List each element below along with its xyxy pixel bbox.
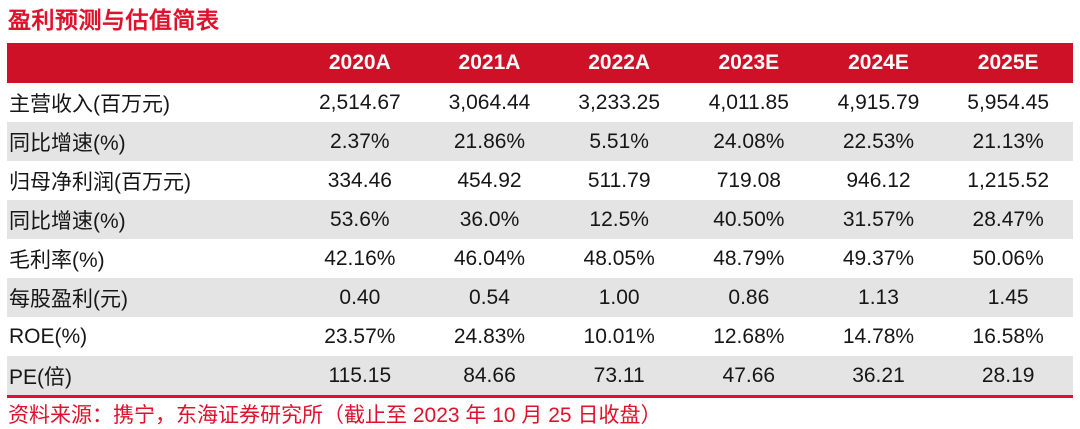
cell-value: 50.06% <box>972 246 1044 270</box>
row-label: 同比增速(%) <box>9 131 126 155</box>
cell-value: 40.50% <box>713 207 785 231</box>
cell-value: 73.11 <box>593 363 645 387</box>
row-label: 归母净利润(百万元) <box>9 170 191 194</box>
cell-value: 0.40 <box>339 285 381 309</box>
cell-value: 16.58% <box>972 324 1044 348</box>
table-row-revenue: 主营收入(百万元) 2,514.67 3,064.44 3,233.25 4,0… <box>7 83 1073 122</box>
row-label: ROE(%) <box>9 324 88 348</box>
table-row-roe: ROE(%) 23.57% 24.83% 10.01% 12.68% 14.78… <box>7 317 1073 356</box>
cell-value: 12.68% <box>713 324 785 348</box>
cell-value: 48.79% <box>713 246 785 270</box>
cell-value: 14.78% <box>842 324 915 348</box>
table-header-row: 2020A 2021A 2022A 2023E 2024E 2025E <box>7 43 1073 83</box>
cell-value: 36.0% <box>459 207 520 231</box>
cell-value: 115.15 <box>328 363 392 387</box>
table-row-revenue-yoy: 同比增速(%) 2.37% 21.86% 5.51% 24.08% 22.53%… <box>7 122 1073 161</box>
cell-value: 0.54 <box>469 285 510 309</box>
row-label: PE(倍) <box>9 365 72 389</box>
column-header-2023E: 2023E <box>718 51 780 74</box>
cell-value: 21.86% <box>453 129 526 153</box>
cell-value: 946.12 <box>846 168 911 192</box>
cell-value: 3,233.25 <box>578 90 661 114</box>
source-note: 资料来源：携宁，东海证券研究所（截止至 2023 年 10 月 25 日收盘） <box>7 395 1073 429</box>
table-row-pe: PE(倍) 115.15 84.66 73.11 47.66 36.21 28.… <box>7 356 1073 395</box>
cell-value: 48.05% <box>583 246 655 270</box>
cell-value: 28.19 <box>981 363 1035 387</box>
row-label: 同比增速(%) <box>9 209 126 233</box>
cell-value: 5,954.45 <box>967 90 1050 114</box>
cell-value: 0.86 <box>728 285 770 309</box>
cell-value: 10.01% <box>583 324 655 348</box>
cell-value: 4,915.79 <box>837 90 920 114</box>
cell-value: 334.46 <box>327 168 392 192</box>
column-header-2020A: 2020A <box>328 51 391 74</box>
cell-value: 1,215.52 <box>967 168 1050 192</box>
cell-value: 53.6% <box>330 207 390 231</box>
table-row-net-profit-yoy: 同比增速(%) 53.6% 36.0% 12.5% 40.50% 31.57% … <box>7 200 1073 239</box>
cell-value: 4,011.85 <box>708 90 789 114</box>
cell-value: 47.66 <box>722 363 776 387</box>
cell-value: 24.83% <box>453 324 526 348</box>
column-header-2021A: 2021A <box>458 51 521 74</box>
row-label: 每股盈利(元) <box>9 287 128 311</box>
table-row-eps: 每股盈利(元) 0.40 0.54 1.00 0.86 1.13 1.45 <box>7 278 1073 317</box>
cell-value: 2,514.67 <box>318 90 401 114</box>
cell-value: 31.57% <box>842 207 915 231</box>
cell-value: 3,064.44 <box>448 90 531 114</box>
cell-value: 1.13 <box>858 285 899 309</box>
cell-value: 49.37% <box>842 246 915 270</box>
column-header-2024E: 2024E <box>848 51 909 74</box>
cell-value: 454.92 <box>457 168 522 192</box>
cell-value: 36.21 <box>852 363 905 387</box>
cell-value: 84.66 <box>463 363 516 387</box>
cell-value: 5.51% <box>589 129 649 153</box>
cell-value: 511.79 <box>587 168 651 192</box>
cell-value: 28.47% <box>972 207 1044 231</box>
table-row-gross-margin: 毛利率(%) 42.16% 46.04% 48.05% 48.79% 49.37… <box>7 239 1073 278</box>
table-row-net-profit: 归母净利润(百万元) 334.46 454.92 511.79 719.08 9… <box>7 161 1073 200</box>
cell-value: 21.13% <box>972 129 1044 153</box>
cell-value: 12.5% <box>589 207 649 231</box>
cell-value: 42.16% <box>324 246 396 270</box>
cell-value: 46.04% <box>453 246 526 270</box>
cell-value: 2.37% <box>330 129 390 153</box>
forecast-valuation-table: 2020A 2021A 2022A 2023E 2024E 2025E 主营收入… <box>7 43 1073 395</box>
table-body: 主营收入(百万元) 2,514.67 3,064.44 3,233.25 4,0… <box>7 83 1073 395</box>
row-label: 毛利率(%) <box>9 248 105 272</box>
row-label: 主营收入(百万元) <box>9 92 170 116</box>
cell-value: 719.08 <box>716 168 781 192</box>
column-header-2022A: 2022A <box>588 51 651 74</box>
cell-value: 22.53% <box>842 129 915 153</box>
table-title: 盈利预测与估值简表 <box>8 7 220 33</box>
cell-value: 24.08% <box>713 129 785 153</box>
cell-value: 23.57% <box>324 324 396 348</box>
cell-value: 1.00 <box>598 285 640 309</box>
column-header-2025E: 2025E <box>977 51 1039 74</box>
cell-value: 1.45 <box>987 285 1029 309</box>
